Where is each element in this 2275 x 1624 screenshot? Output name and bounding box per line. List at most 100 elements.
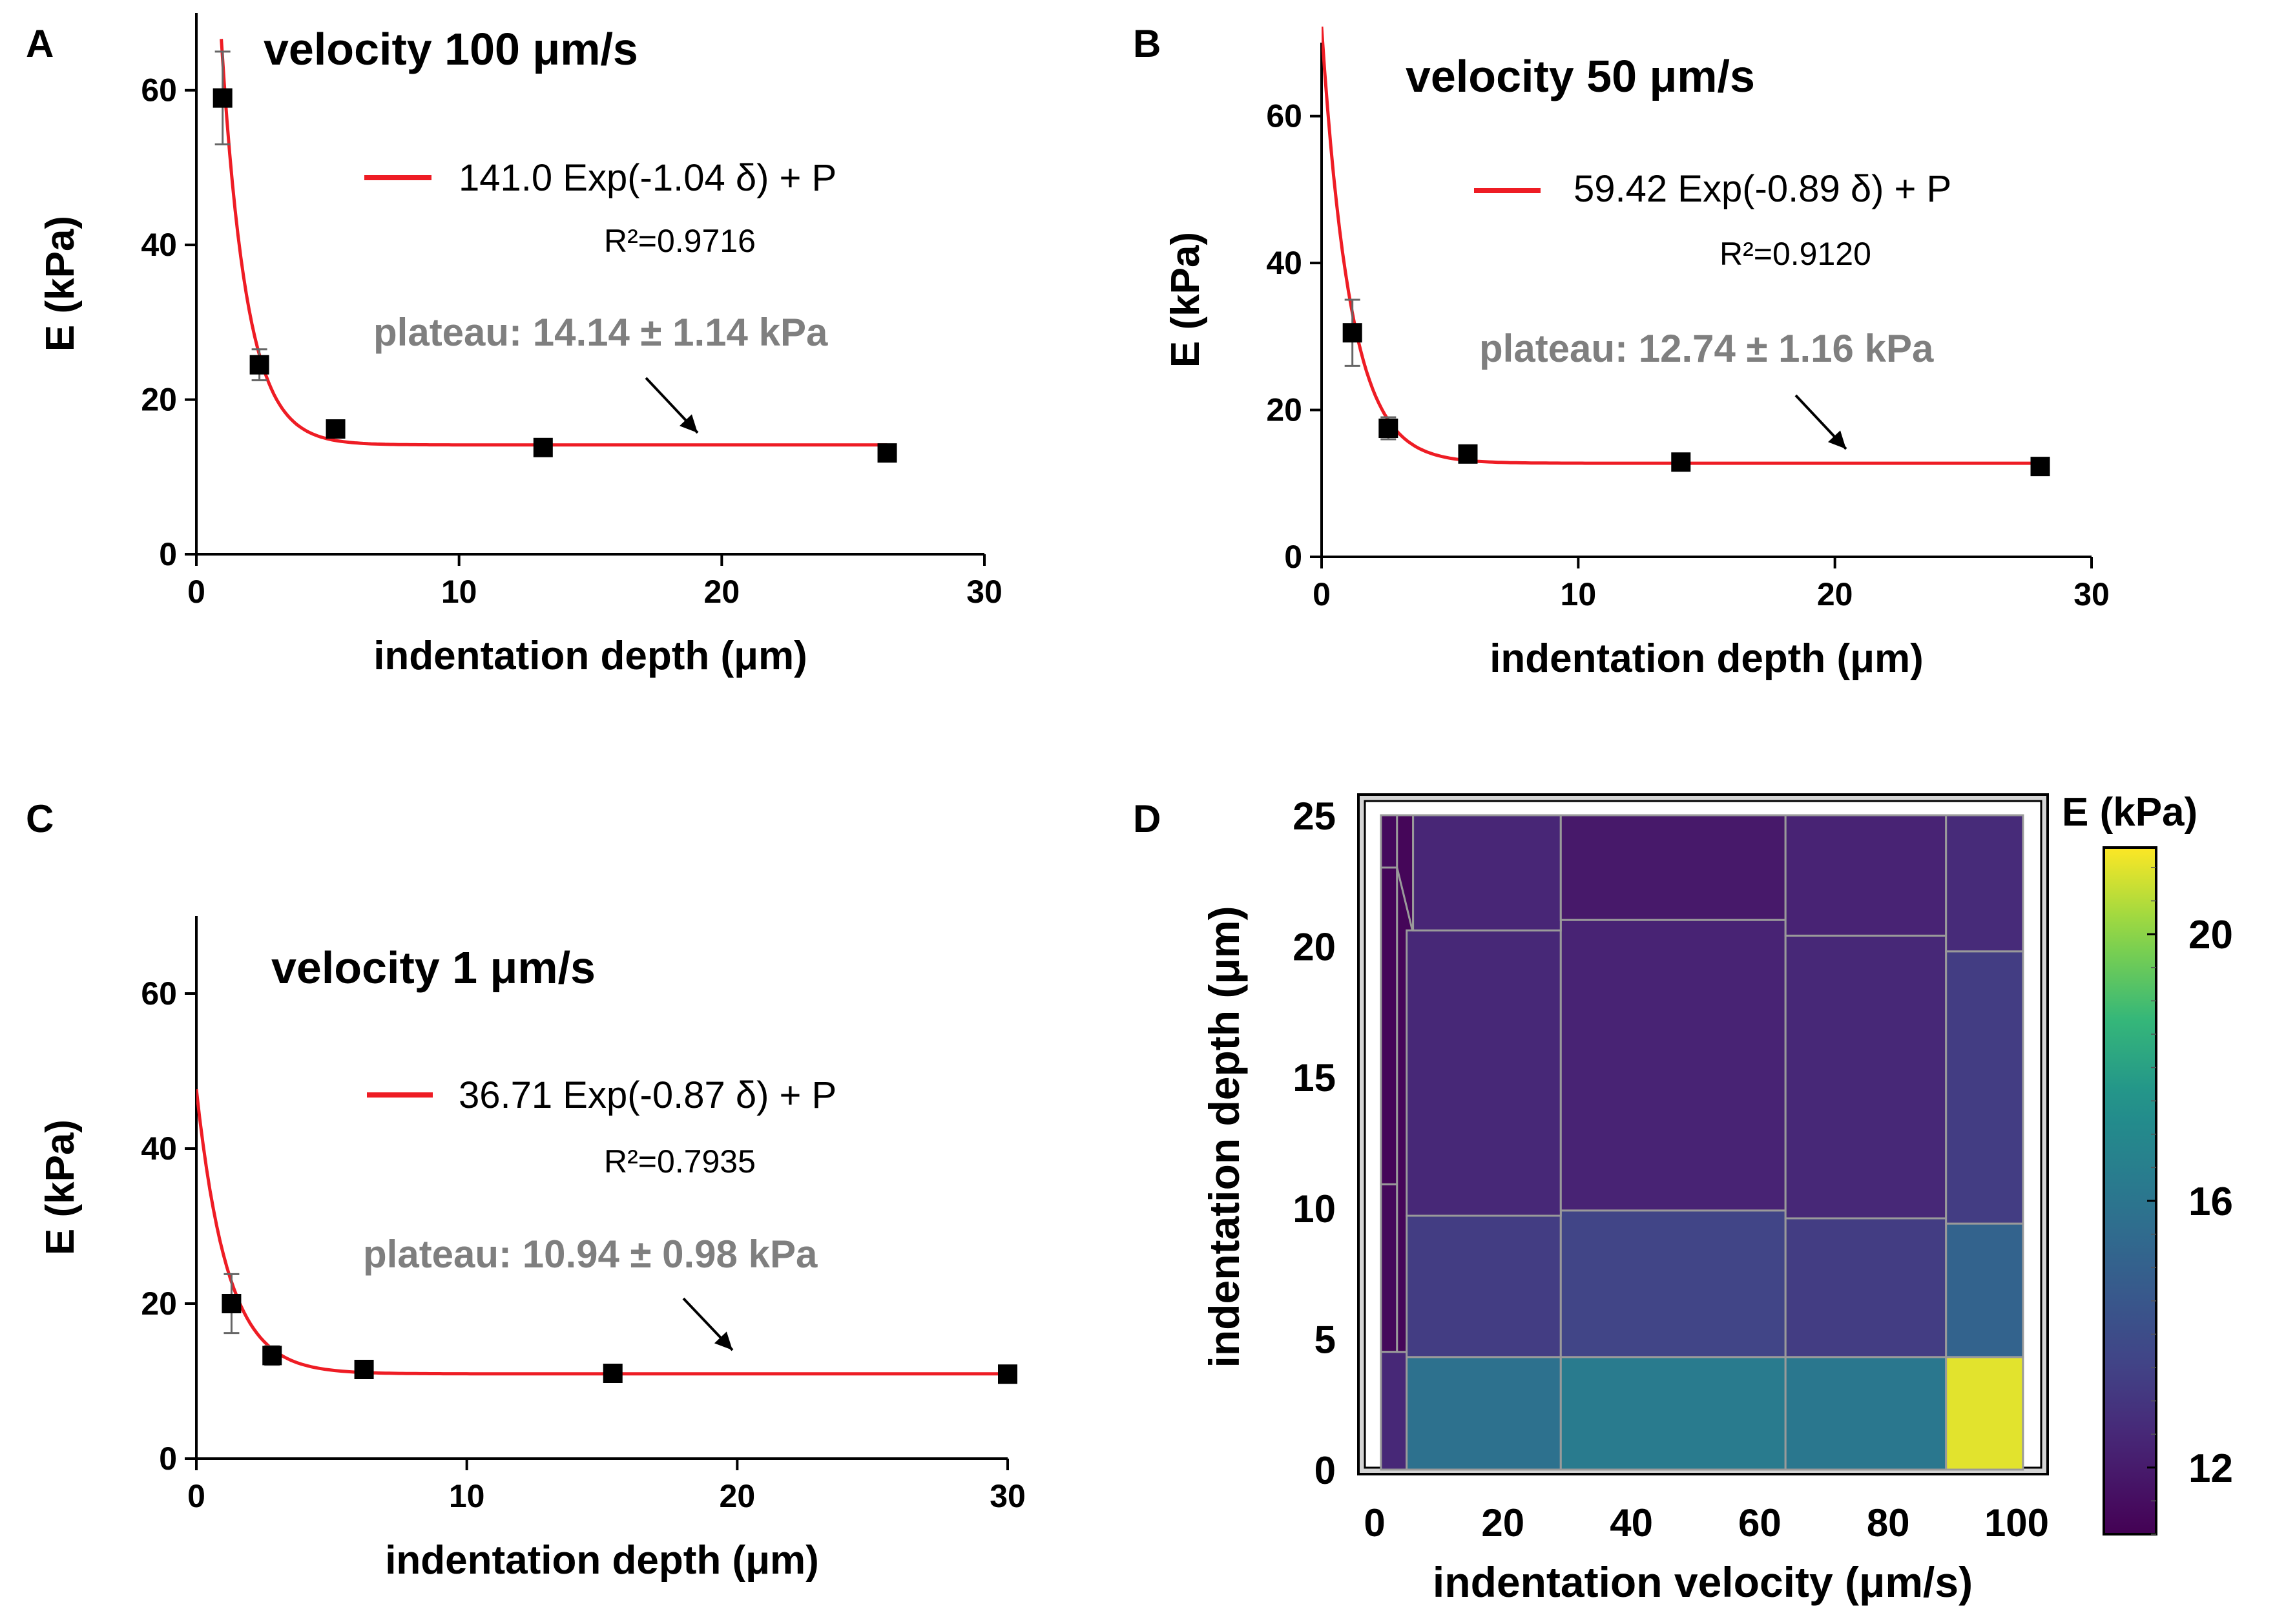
y-tick-label: 60 bbox=[141, 72, 177, 109]
data-marker bbox=[213, 88, 233, 108]
x-tick-label: 30 bbox=[2073, 576, 2110, 612]
colorbar-label: E (kPa) bbox=[2062, 790, 2197, 835]
data-point bbox=[603, 1364, 623, 1383]
data-marker bbox=[354, 1360, 374, 1379]
panel-c: C 0 10 20 30 0 20 40 60 indentation depth (μm) E (… bbox=[26, 797, 1026, 1583]
data-marker bbox=[533, 437, 553, 457]
heatmap-cell bbox=[1784, 1217, 1948, 1359]
heatmap-cell bbox=[1945, 1356, 2024, 1471]
legend-label: 141.0 Exp(-1.04 δ) + P bbox=[459, 157, 836, 199]
heatmap-cell bbox=[1559, 919, 1787, 1212]
x-tick-label: 10 bbox=[441, 574, 477, 610]
data-marker bbox=[326, 419, 346, 439]
y-tick-label: 0 bbox=[159, 1441, 177, 1477]
heatmap-cell bbox=[1945, 1222, 2024, 1359]
y-tick-label: 40 bbox=[141, 227, 177, 263]
data-point bbox=[533, 437, 553, 457]
y-tick-label: 0 bbox=[159, 536, 177, 572]
panel-label: A bbox=[26, 22, 54, 65]
y-axis-label: indentation depth (μm) bbox=[1200, 906, 1248, 1368]
legend-label: 59.42 Exp(-0.89 δ) + P bbox=[1574, 168, 1951, 210]
x-axis-label: indentation depth (μm) bbox=[385, 1538, 819, 1583]
data-point bbox=[249, 348, 269, 382]
x-axis-label: indentation velocity (μm/s) bbox=[1433, 1558, 1973, 1606]
x-tick-label: 60 bbox=[1738, 1501, 1782, 1545]
x-tick-label: 40 bbox=[1610, 1501, 1653, 1545]
panel-label: C bbox=[26, 797, 54, 840]
x-axis-label: indentation depth (μm) bbox=[1490, 636, 1924, 681]
panel-label: D bbox=[1133, 797, 1161, 840]
y-tick-label: 60 bbox=[141, 975, 177, 1012]
plateau-annotation: plateau: 10.94 ± 0.98 kPa bbox=[363, 1233, 818, 1276]
heatmap-cell bbox=[1945, 950, 2024, 1225]
x-tick-label: 100 bbox=[1984, 1501, 2049, 1545]
data-marker bbox=[249, 355, 269, 375]
y-axis-label: E (kPa) bbox=[38, 216, 83, 351]
data-point bbox=[2030, 457, 2050, 477]
data-marker bbox=[877, 443, 897, 463]
panel-a: A 0 10 20 30 0 20 40 60 indentation depth (μm) E (… bbox=[26, 13, 1002, 678]
x-tick-label: 30 bbox=[966, 574, 1002, 610]
heatmap-cell bbox=[1784, 1356, 1948, 1471]
heatmap-cell bbox=[1406, 929, 1562, 1217]
y-tick-label: 15 bbox=[1293, 1056, 1336, 1099]
colorbar-tick-label: 16 bbox=[2188, 1180, 2233, 1224]
colorbar-tick-label: 20 bbox=[2188, 913, 2233, 957]
x-tick-label: 10 bbox=[449, 1478, 485, 1514]
y-axis-label: E (kPa) bbox=[38, 1119, 83, 1255]
y-tick-label: 10 bbox=[1293, 1187, 1336, 1231]
panel-d: 0 20 40 60 80 100 0 5 10 15 20 25 indentation veloci… bbox=[1133, 790, 2233, 1606]
arrow-head bbox=[1827, 430, 1846, 449]
data-point bbox=[262, 1345, 282, 1366]
heatmap-cell bbox=[1380, 866, 1398, 1185]
x-tick-label: 20 bbox=[1817, 576, 1853, 612]
y-tick-label: 0 bbox=[1284, 539, 1302, 575]
heatmap-cell bbox=[1406, 1356, 1562, 1471]
x-axis-label: indentation depth (μm) bbox=[373, 634, 807, 678]
data-point bbox=[1342, 298, 1362, 367]
y-tick-label: 20 bbox=[141, 382, 177, 418]
colorbar-tick-label: 12 bbox=[2188, 1446, 2233, 1491]
x-tick-label: 10 bbox=[1561, 576, 1597, 612]
heatmap-cell bbox=[1559, 1209, 1787, 1359]
y-tick-label: 40 bbox=[1266, 245, 1302, 281]
arrow-head bbox=[714, 1331, 732, 1350]
data-marker bbox=[1458, 444, 1478, 464]
fit-curve bbox=[220, 39, 888, 447]
legend-label: 36.71 Exp(-0.87 δ) + P bbox=[459, 1074, 836, 1116]
data-point bbox=[326, 419, 346, 439]
data-marker bbox=[998, 1364, 1017, 1384]
y-tick-label: 20 bbox=[1293, 926, 1336, 969]
panel-b: B 0 10 20 30 0 20 40 60 indentation depth (μm) E (… bbox=[1133, 22, 2110, 681]
heatmap-cell bbox=[1784, 934, 1948, 1220]
heatmap-cell bbox=[1412, 814, 1562, 932]
data-point bbox=[1458, 444, 1478, 464]
data-point bbox=[1671, 452, 1691, 472]
y-axis-label: E (kPa) bbox=[1163, 232, 1208, 368]
heatmap-cell bbox=[1559, 1356, 1787, 1471]
data-marker bbox=[222, 1294, 242, 1313]
y-tick-label: 20 bbox=[141, 1286, 177, 1322]
y-tick-label: 40 bbox=[141, 1130, 177, 1167]
data-point bbox=[1378, 416, 1398, 441]
y-tick-label: 60 bbox=[1266, 98, 1302, 134]
heatmap-cell bbox=[1406, 1214, 1562, 1359]
x-tick-label: 80 bbox=[1867, 1501, 1910, 1545]
heatmap-cell bbox=[1945, 814, 2024, 953]
heatmap-cell bbox=[1380, 814, 1398, 869]
x-tick-label: 0 bbox=[1313, 576, 1331, 612]
data-marker bbox=[262, 1346, 282, 1366]
panel-label: B bbox=[1133, 22, 1161, 65]
x-tick-label: 0 bbox=[1364, 1501, 1385, 1545]
heatmap-cell bbox=[1784, 814, 1948, 937]
data-point bbox=[213, 50, 233, 146]
x-tick-label: 20 bbox=[704, 574, 740, 610]
panel-title: velocity 1 μm/s bbox=[271, 942, 596, 993]
r-squared: R²=0.7935 bbox=[604, 1143, 756, 1180]
heatmap-cell bbox=[1380, 1183, 1398, 1353]
data-marker bbox=[1378, 419, 1398, 438]
fit-curve bbox=[196, 1088, 1008, 1376]
y-tick-label: 5 bbox=[1314, 1318, 1336, 1361]
data-point bbox=[877, 443, 897, 463]
